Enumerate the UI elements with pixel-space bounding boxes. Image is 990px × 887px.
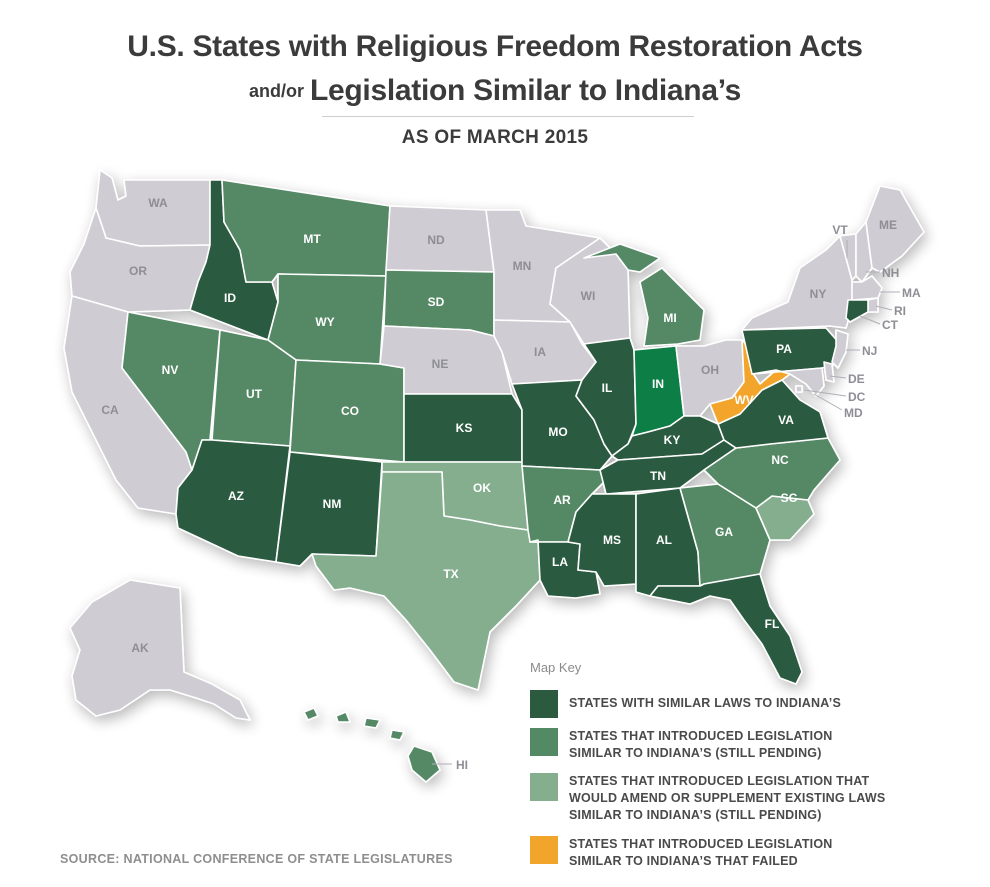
label-MN: MN bbox=[513, 259, 532, 273]
label-CO: CO bbox=[341, 404, 359, 418]
state-MT bbox=[221, 179, 391, 283]
state-NY bbox=[741, 235, 853, 331]
state-RI bbox=[867, 297, 879, 313]
key-swatch bbox=[530, 690, 558, 718]
label-NJ: NJ bbox=[862, 344, 877, 358]
state-NJ bbox=[831, 329, 849, 369]
label-MD: MD bbox=[844, 406, 863, 420]
label-leader-lines bbox=[432, 240, 900, 765]
state-MI bbox=[583, 243, 705, 347]
label-NH: NH bbox=[882, 266, 899, 280]
label-HI: HI bbox=[456, 758, 468, 772]
key-label: STATES THAT INTRODUCED LEGISLATION THAT … bbox=[569, 774, 886, 822]
label-ME: ME bbox=[879, 218, 897, 232]
label-NM: NM bbox=[323, 497, 342, 511]
label-VA: VA bbox=[778, 413, 794, 427]
label-ND: ND bbox=[427, 233, 445, 247]
label-AL: AL bbox=[656, 533, 672, 547]
label-SD: SD bbox=[428, 295, 445, 309]
key-row-similar-laws: STATES WITH SIMILAR LAWS TO INDIANA’S bbox=[530, 690, 899, 718]
key-row-amend-pending: STATES THAT INTRODUCED LEGISLATION THAT … bbox=[530, 773, 914, 824]
label-KS: KS bbox=[456, 421, 473, 435]
label-MI: MI bbox=[663, 311, 676, 325]
label-FL: FL bbox=[765, 617, 780, 631]
label-NY: NY bbox=[810, 287, 827, 301]
label-MT: MT bbox=[303, 232, 321, 246]
state-MA bbox=[851, 275, 883, 301]
map-key-title: Map Key bbox=[530, 660, 582, 675]
state-NH bbox=[855, 221, 873, 283]
label-NC: NC bbox=[771, 453, 789, 467]
label-AK: AK bbox=[131, 641, 149, 655]
state-TX bbox=[311, 471, 541, 691]
state-ME bbox=[865, 185, 925, 273]
key-label: STATES WITH SIMILAR LAWS TO INDIANA’S bbox=[569, 696, 841, 710]
label-ID: ID bbox=[224, 291, 236, 305]
label-TN: TN bbox=[650, 469, 666, 483]
label-OK: OK bbox=[473, 481, 491, 495]
label-IA: IA bbox=[534, 345, 546, 359]
state-IL bbox=[575, 337, 637, 457]
state-AK bbox=[69, 579, 251, 721]
label-KY: KY bbox=[664, 433, 681, 447]
label-WA: WA bbox=[148, 196, 168, 210]
state-DE bbox=[823, 361, 835, 383]
key-swatch bbox=[530, 836, 558, 864]
label-MA: MA bbox=[902, 286, 921, 300]
label-IN: IN bbox=[652, 377, 664, 391]
state-FL bbox=[649, 573, 803, 685]
key-label: STATES THAT INTRODUCED LEGISLATION SIMIL… bbox=[569, 729, 833, 760]
map-title-line2: and/or Legislation Similar to Indiana’s bbox=[0, 74, 990, 108]
state-labels: WA OR CA NV ID MT WY UT AZ CO NM ND SD N… bbox=[101, 196, 921, 772]
label-OR: OR bbox=[129, 264, 147, 278]
label-CT: CT bbox=[882, 318, 899, 332]
state-CT bbox=[845, 299, 869, 323]
state-HI bbox=[303, 707, 441, 783]
label-LA: LA bbox=[552, 555, 568, 569]
label-DE: DE bbox=[848, 372, 865, 386]
key-label: STATES THAT INTRODUCED LEGISLATION SIMIL… bbox=[569, 837, 833, 868]
label-PA: PA bbox=[776, 342, 792, 356]
label-MO: MO bbox=[548, 425, 567, 439]
title-divider bbox=[322, 116, 694, 117]
label-NV: NV bbox=[162, 363, 179, 377]
label-AR: AR bbox=[553, 493, 571, 507]
label-IL: IL bbox=[602, 381, 613, 395]
title-prefix: and/or bbox=[248, 81, 304, 101]
label-GA: GA bbox=[715, 525, 733, 539]
label-WV: WV bbox=[734, 393, 753, 407]
label-WI: WI bbox=[581, 289, 596, 303]
label-UT: UT bbox=[246, 387, 263, 401]
label-DC: DC bbox=[848, 390, 866, 404]
source-note: SOURCE: NATIONAL CONFERENCE OF STATE LEG… bbox=[60, 852, 453, 866]
label-WY: WY bbox=[315, 315, 334, 329]
key-row-introduced-pending: STATES THAT INTRODUCED LEGISLATION SIMIL… bbox=[530, 728, 869, 762]
label-RI: RI bbox=[894, 304, 906, 318]
label-AZ: AZ bbox=[228, 489, 244, 503]
label-NE: NE bbox=[432, 357, 449, 371]
key-swatch bbox=[530, 773, 558, 801]
label-TX: TX bbox=[443, 567, 458, 581]
map-subtitle: AS OF MARCH 2015 bbox=[401, 127, 589, 148]
label-MS: MS bbox=[603, 533, 621, 547]
label-OH: OH bbox=[701, 363, 719, 377]
label-VT: VT bbox=[832, 223, 848, 237]
title-main: Legislation Similar to Indiana’s bbox=[309, 74, 742, 107]
state-MD bbox=[751, 367, 825, 397]
key-row-failed: STATES THAT INTRODUCED LEGISLATION SIMIL… bbox=[530, 836, 869, 870]
map-title: U.S. States with Religious Freedom Resto… bbox=[127, 30, 863, 63]
label-SC: SC bbox=[781, 491, 798, 505]
key-swatch bbox=[530, 728, 558, 756]
label-CA: CA bbox=[101, 403, 119, 417]
state-DC bbox=[795, 385, 803, 393]
